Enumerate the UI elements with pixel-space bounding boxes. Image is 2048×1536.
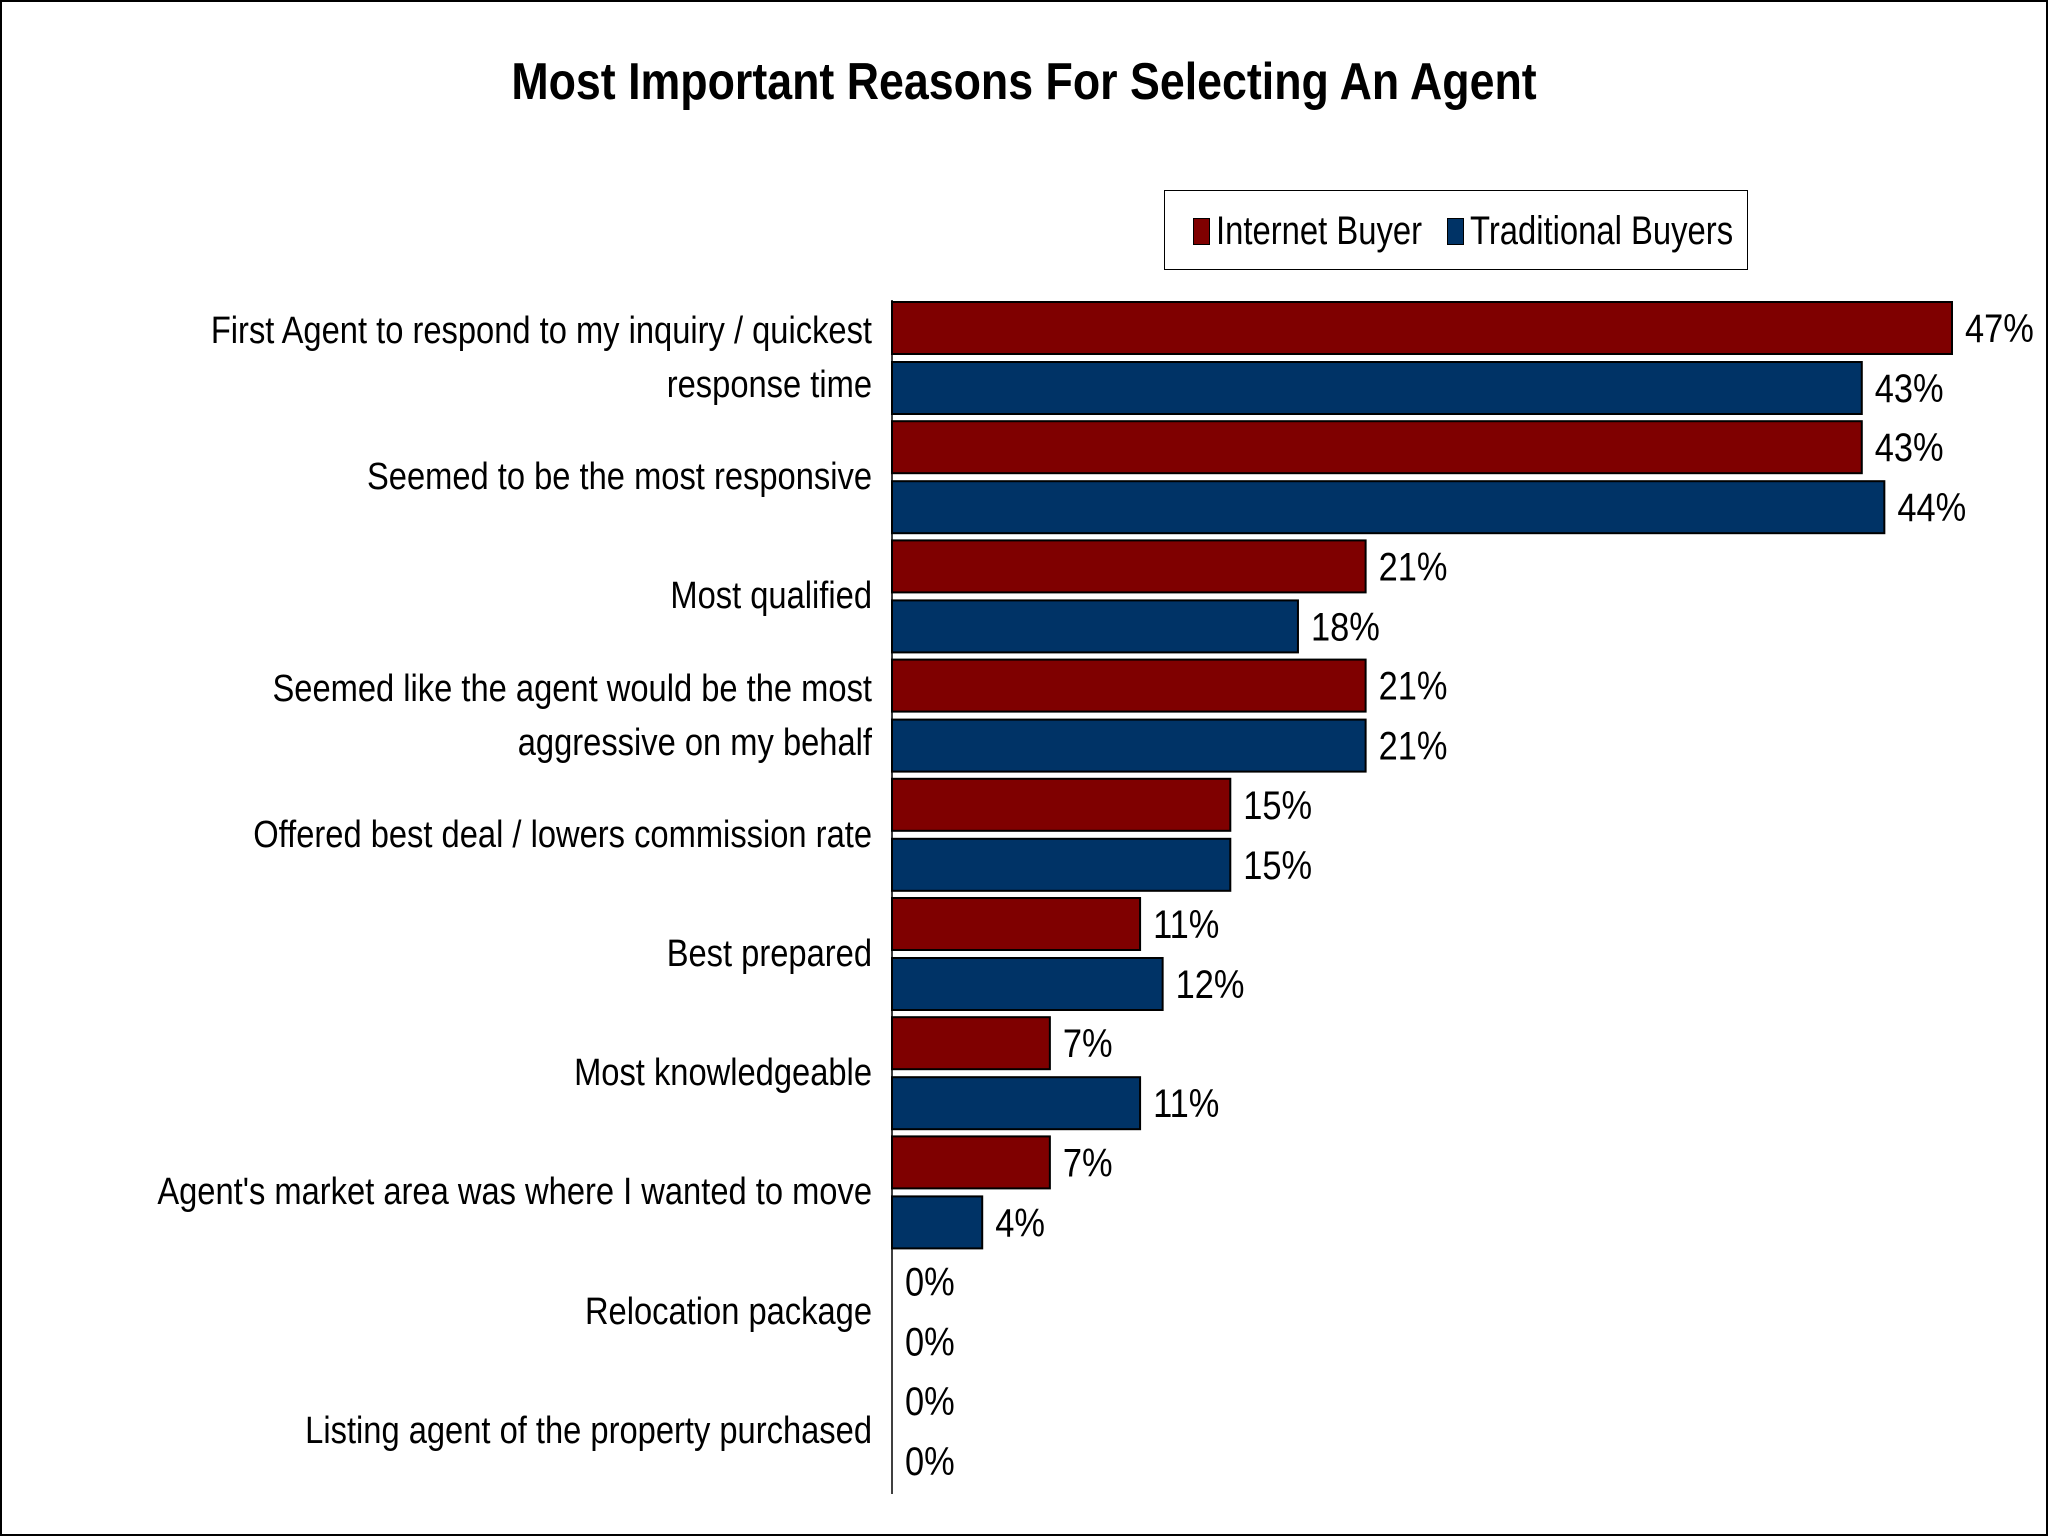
value-label-internet-buyer-0: 47%	[1965, 306, 2034, 351]
value-label-internet-buyer-8: 0%	[905, 1259, 955, 1304]
value-label-traditional-buyers-1: 44%	[1897, 485, 1966, 530]
legend-swatch-internet-buyer	[1193, 217, 1210, 245]
value-label-traditional-buyers-3: 21%	[1379, 723, 1448, 768]
value-label-traditional-buyers-5: 12%	[1176, 962, 1245, 1007]
category-label-9: Listing agent of the property purchased	[305, 1409, 872, 1452]
bar-traditional-buyers-3	[891, 718, 1367, 773]
bar-internet-buyer-6	[891, 1016, 1051, 1071]
value-label-internet-buyer-6: 7%	[1063, 1021, 1113, 1066]
legend-label-traditional-buyers: Traditional Buyers	[1470, 208, 1734, 253]
bar-traditional-buyers-0	[891, 361, 1863, 415]
bar-traditional-buyers-4	[891, 837, 1232, 892]
value-label-internet-buyer-7: 7%	[1063, 1140, 1113, 1185]
value-label-traditional-buyers-7: 4%	[995, 1200, 1045, 1245]
value-label-internet-buyer-1: 43%	[1875, 425, 1944, 470]
legend: Internet Buyer Traditional Buyers	[1164, 190, 1748, 270]
value-label-traditional-buyers-0: 43%	[1875, 366, 1944, 411]
category-label-0: First Agent to respond to my inquiry / q…	[210, 310, 872, 406]
bar-traditional-buyers-6	[891, 1076, 1142, 1131]
bar-internet-buyer-1	[891, 420, 1863, 475]
chart-title: Most Important Reasons For Selecting An …	[511, 53, 1537, 111]
bar-internet-buyer-7	[891, 1135, 1051, 1190]
bar-internet-buyer-4	[891, 777, 1232, 832]
legend-swatch-traditional-buyers	[1447, 217, 1464, 245]
value-label-internet-buyer-9: 0%	[905, 1378, 955, 1423]
bar-traditional-buyers-2	[891, 599, 1299, 654]
bar-internet-buyer-2	[891, 539, 1367, 594]
bar-traditional-buyers-5	[891, 957, 1164, 1011]
value-label-internet-buyer-4: 15%	[1243, 782, 1312, 827]
category-label-8: Relocation package	[584, 1290, 872, 1333]
value-labels-layer: 47% 43% 43% 44% 21% 18% 21% 21% 15% 15% 11% 12% 7% 11…	[905, 306, 2034, 1484]
value-label-traditional-buyers-9: 0%	[905, 1438, 955, 1483]
legend-item-traditional-buyers: Traditional Buyers	[1447, 208, 1791, 253]
legend-label-internet-buyer: Internet Buyer	[1216, 208, 1423, 253]
bar-traditional-buyers-7	[891, 1195, 984, 1250]
category-label-7: Agent's market area was where I wanted t…	[157, 1171, 872, 1214]
bar-internet-buyer-5	[891, 897, 1142, 951]
bar-internet-buyer-0	[891, 301, 1953, 355]
category-label-3: Seemed like the agent would be the most …	[272, 667, 872, 764]
bars-layer	[891, 301, 1953, 1250]
bar-internet-buyer-3	[891, 658, 1367, 713]
value-label-traditional-buyers-2: 18%	[1311, 604, 1380, 649]
value-label-traditional-buyers-6: 11%	[1153, 1081, 1219, 1126]
category-label-4: Offered best deal / lowers commission ra…	[253, 813, 872, 856]
category-label-2: Most qualified	[670, 575, 872, 618]
category-label-6: Most knowledgeable	[574, 1052, 872, 1095]
category-label-5: Best prepared	[666, 933, 872, 975]
bar-traditional-buyers-1	[891, 480, 1886, 535]
value-label-traditional-buyers-8: 0%	[905, 1319, 955, 1364]
legend-item-internet-buyer: Internet Buyer	[1193, 208, 1467, 253]
value-label-internet-buyer-3: 21%	[1379, 663, 1448, 708]
value-label-traditional-buyers-4: 15%	[1243, 842, 1312, 887]
value-label-internet-buyer-5: 11%	[1153, 902, 1219, 947]
value-label-internet-buyer-2: 21%	[1379, 544, 1448, 589]
category-label-1: Seemed to be the most responsive	[366, 456, 872, 499]
